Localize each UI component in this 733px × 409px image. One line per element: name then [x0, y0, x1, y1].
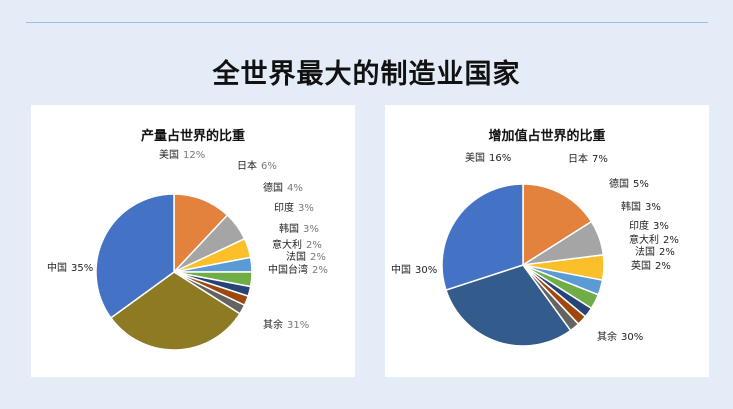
slice-label: 美国 12% [159, 148, 205, 161]
slice-label: 其余 30% [597, 330, 643, 343]
slice-label: 印度 3% [629, 219, 669, 232]
top-divider [26, 22, 708, 23]
slice-label: 英国 2% [631, 259, 671, 272]
slice-label: 日本 6% [237, 159, 277, 172]
slice-label: 印度 3% [274, 201, 314, 214]
slice-label: 德国 5% [609, 177, 649, 190]
slice-label: 中国 30% [391, 263, 437, 276]
pie-slice-10 [441, 183, 524, 291]
slice-label: 其余 31% [263, 318, 309, 331]
slice-label: 意大利 2% [629, 233, 679, 246]
slice-label: 意大利 2% [272, 238, 322, 251]
slice-label: 日本 7% [568, 152, 608, 165]
pie-slice-1 [522, 183, 593, 267]
pie-slice-9 [445, 264, 572, 347]
pie-chart-svg: 美国 16% 日本 7%德国 5% 韩国 3% 印度 3%意大利 2%法国 2%英国 2% 其余 30% 中… [391, 151, 679, 347]
slice-label: 法国 2% [635, 245, 675, 258]
slice-label: 法国 2% [286, 250, 326, 263]
pie-slice-10 [95, 193, 175, 319]
pie-chart-value-added-share: 增加值占世界的比重 美国 16% 日本 7% 德国 5% 韩国 3% 印度 3% 意大利 2% 法国 2%… [385, 105, 709, 377]
slice-label: 美国 16% [465, 151, 511, 164]
pie-chart-output-share: 产量占世界的比重 美国 12% 日本 6% 德国 4% 印度 3% 韩国 3% 意大利 2% 法国 2% 中… [31, 105, 355, 377]
slice-label: 韩国 3% [279, 222, 319, 235]
slice-label: 中国 35% [47, 261, 93, 274]
pie-slice-9 [109, 271, 241, 351]
slice-label: 德国 4% [263, 181, 303, 194]
slice-label: 韩国 3% [621, 200, 661, 213]
pie-chart-svg: 美国 12% 日本 6% 德国 4% 印度 3% 韩国 3% 意大利 2%法国 2%中国台湾 2% 其余 31… [47, 148, 328, 351]
slice-label: 中国台湾 2% [268, 263, 328, 276]
chart-title: 增加值占世界的比重 [488, 129, 606, 144]
slide-title: 全世界最大的制造业国家 [212, 59, 521, 90]
chart-title: 产量占世界的比重 [140, 129, 245, 144]
